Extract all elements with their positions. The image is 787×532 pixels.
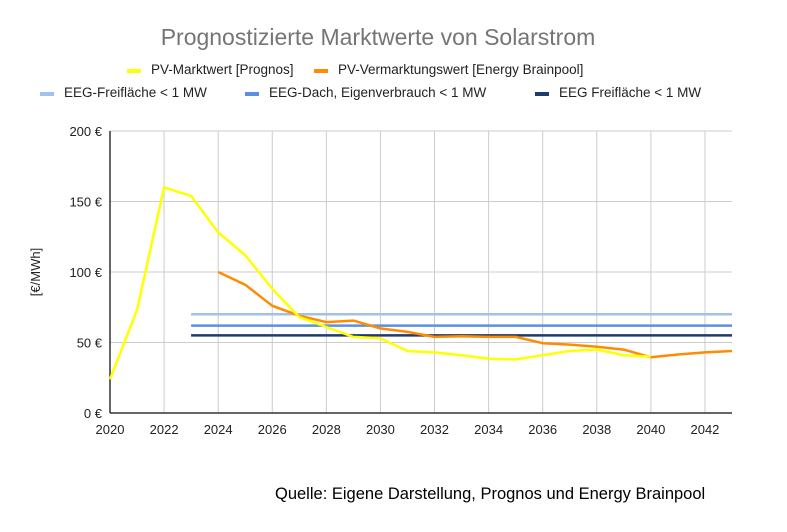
x-tick-label: 2028 — [312, 422, 341, 437]
legend-label: EEG-Dach, Eigenverbrauch < 1 MW — [269, 85, 486, 100]
y-axis-label: [€/MWh] — [28, 248, 43, 296]
x-tick-label: 2042 — [690, 422, 719, 437]
x-tick-label: 2036 — [528, 422, 557, 437]
x-tick-label: 2032 — [420, 422, 449, 437]
axes: 0 € 50 € 100 € 150 € 200 € 2020 2022 2024 2026 20… — [69, 124, 732, 437]
legend-label: EEG-Freifläche < 1 MW — [64, 85, 207, 100]
y-tick-label: 50 € — [77, 336, 103, 351]
legend-swatch — [314, 69, 328, 73]
legend-swatch — [40, 92, 54, 96]
x-tick-label: 2022 — [150, 422, 179, 437]
chart-title: Prognostizierte Marktwerte von Solarstro… — [161, 24, 596, 50]
grid — [110, 130, 732, 413]
x-tick-label: 2020 — [96, 422, 125, 437]
legend-label: PV-Vermarktungswert [Energy Brainpool] — [338, 62, 583, 77]
x-tick-label: 2024 — [204, 422, 233, 437]
x-tick-label: 2034 — [474, 422, 503, 437]
legend-swatch — [127, 69, 141, 73]
legend-label: PV-Marktwert [Prognos] — [151, 62, 294, 77]
series-line-1 — [108, 186, 651, 380]
source-note: Quelle: Eigene Darstellung, Prognos und … — [275, 485, 706, 503]
x-tick-label: 2030 — [366, 422, 395, 437]
legend-swatch — [535, 92, 549, 96]
y-tick-label: 150 € — [69, 195, 102, 210]
legend: PV-Marktwert [Prognos] PV-Vermarktungswer… — [40, 62, 701, 100]
x-tick-label: 2038 — [582, 422, 611, 437]
x-tick-label: 2026 — [258, 422, 287, 437]
x-tick-label: 2040 — [636, 422, 665, 437]
series-group — [108, 186, 733, 380]
legend-swatch — [245, 92, 259, 96]
y-tick-label: 0 € — [84, 406, 103, 421]
y-tick-label: 100 € — [69, 265, 102, 280]
legend-label: EEG Freifläche < 1 MW — [559, 85, 701, 100]
y-tick-label: 200 € — [69, 124, 102, 139]
